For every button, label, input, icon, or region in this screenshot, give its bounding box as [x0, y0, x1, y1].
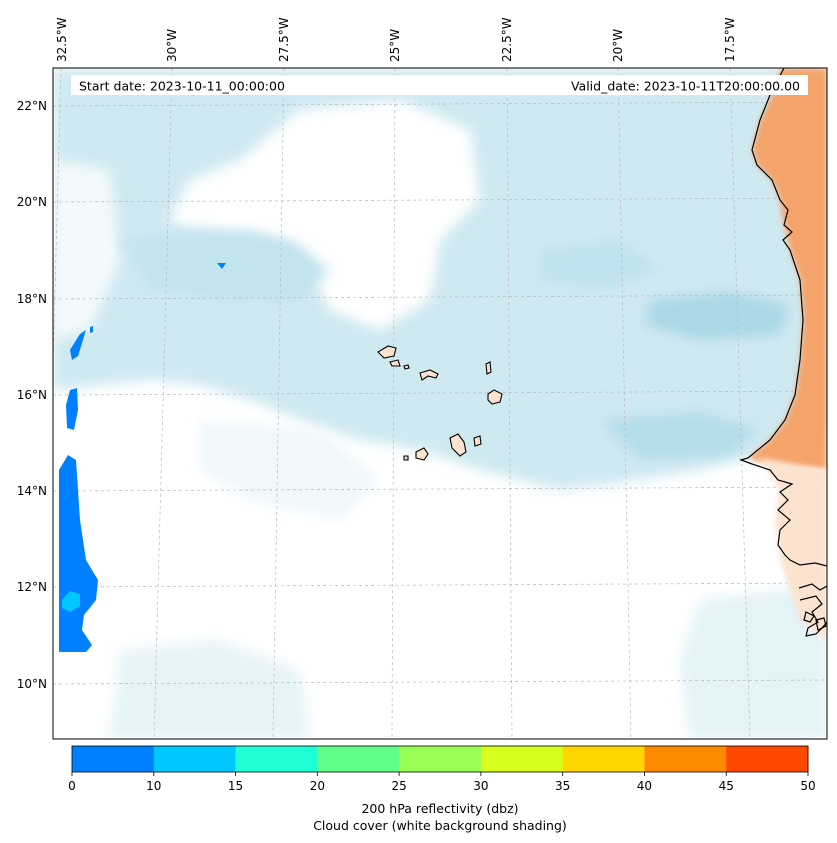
lat-label-10n: 10°N [17, 677, 47, 691]
cloud-clear-patch [170, 100, 480, 330]
island-brava [403, 455, 409, 461]
lat-label-14n: 14°N [17, 484, 47, 498]
header-box: Start date: 2023-10-11_00:00:00 Valid_da… [71, 75, 808, 95]
colorbar-swatch [562, 746, 645, 772]
echo-core-west [62, 591, 80, 612]
colorbar-tick-label: 25 [391, 779, 406, 793]
colorbar-swatch [72, 746, 155, 772]
colorbar-swatch [480, 746, 564, 772]
latitude-labels: 22°N 20°N 18°N 16°N 14°N 12°N 10°N [17, 99, 47, 691]
cloud-dark-east [645, 292, 790, 340]
longitude-labels: 32.5°W 30°W 27.5°W 25°W 22.5°W 20°W 17.5… [55, 17, 737, 62]
colorbar-label-reflectivity: 200 hPa reflectivity (dbz) [361, 801, 518, 816]
lat-label-12n: 12°N [17, 580, 47, 594]
colorbar-tick-label: 15 [228, 779, 243, 793]
cloud-cover-shading [53, 68, 827, 739]
echo-small-west [70, 330, 86, 360]
island-fogo [415, 447, 429, 461]
coastline-guinea [803, 611, 827, 631]
colorbar-swatch [235, 746, 318, 772]
coastline [739, 68, 827, 567]
lat-label-20n: 20°N [17, 195, 47, 209]
island-santiago [449, 433, 467, 457]
island-santo-antao [377, 345, 397, 359]
africa-coast [739, 68, 827, 640]
graticule [53, 68, 827, 739]
cloud-dark-south [600, 412, 760, 460]
cabo-verde-islands [377, 345, 503, 461]
colorbar-swatch [317, 746, 400, 772]
colorbar-label-cloud-cover: Cloud cover (white background shading) [313, 818, 567, 833]
island-boa-vista [487, 389, 503, 405]
island-sao-vicente [389, 359, 401, 367]
colorbar-tick-label: 30 [473, 779, 488, 793]
lat-label-18n: 18°N [17, 292, 47, 306]
colorbar-swatch [644, 746, 727, 772]
island-santa-luzia [403, 364, 410, 370]
lon-label-25w: 25°W [388, 29, 402, 62]
colorbar-tick-label: 35 [555, 779, 570, 793]
colorbar-swatches [72, 746, 809, 772]
start-date-label: Start date: 2023-10-11_00:00:00 [79, 79, 285, 94]
colorbar-tick-label: 0 [68, 779, 76, 793]
cloud-patch-southwest [110, 640, 310, 739]
lon-label-20w: 20°W [611, 29, 625, 62]
colorbar-ticks: 0 10 15 20 25 30 35 40 45 50 [68, 772, 816, 793]
reflectivity-echoes [59, 263, 226, 652]
echo-dot-north [217, 263, 226, 269]
valid-date-label: Valid_date: 2023-10-11T20:00:00.00 [571, 79, 800, 94]
lon-label-22-5w: 22.5°W [500, 17, 514, 62]
lon-label-17-5w: 17.5°W [723, 17, 737, 62]
colorbar-tick-label: 20 [310, 779, 325, 793]
colorbar: 0 10 15 20 25 30 35 40 45 50 200 hPa reflectivity… [68, 745, 816, 833]
island-maio [473, 435, 482, 447]
cloud-patch-southeast [680, 585, 827, 739]
colorbar-swatch [726, 746, 809, 772]
lat-label-16n: 16°N [17, 388, 47, 402]
island-sal [485, 361, 492, 375]
colorbar-swatch [153, 746, 237, 772]
colorbar-swatch [399, 746, 482, 772]
map-frame [52, 67, 828, 740]
island-sao-nicolau [419, 369, 439, 381]
colorbar-tick-label: 50 [800, 779, 815, 793]
colorbar-tick-label: 45 [719, 779, 734, 793]
echo-strip-west [66, 388, 78, 430]
echo-dot-west [90, 326, 93, 333]
colorbar-frame [71, 745, 809, 773]
colorbar-tick-label: 10 [146, 779, 161, 793]
colorbar-tick-label: 40 [637, 779, 652, 793]
lon-label-30w: 30°W [165, 29, 179, 62]
map-panel [53, 68, 827, 739]
land-lowlands [760, 458, 827, 640]
coastline-south [798, 583, 827, 637]
lat-label-22n: 22°N [17, 99, 47, 113]
cloud-clear-west [53, 160, 120, 340]
lon-label-27-5w: 27.5°W [277, 17, 291, 62]
cloud-dark-mid [540, 240, 660, 290]
lon-label-32-5w: 32.5°W [55, 17, 69, 62]
cloud-wisps-central [200, 420, 380, 520]
land-highlight [748, 68, 827, 470]
